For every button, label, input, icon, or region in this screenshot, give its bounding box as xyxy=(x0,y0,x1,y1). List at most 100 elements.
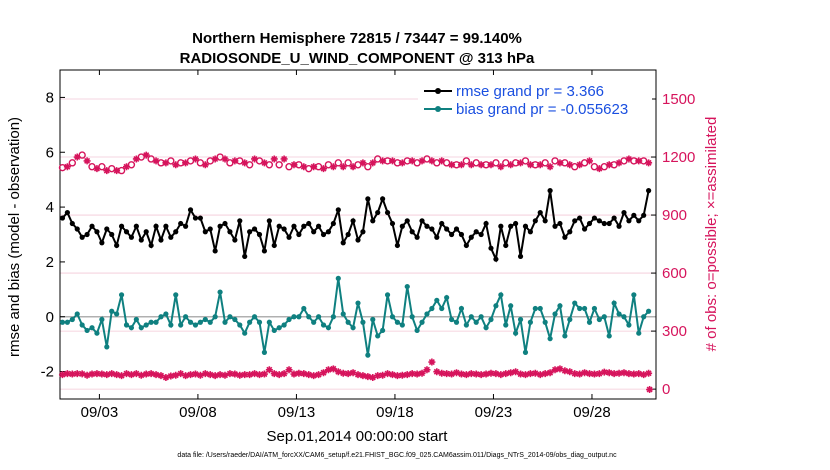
obs-possible-point xyxy=(231,157,239,165)
obs-assimilated-point xyxy=(216,371,224,379)
bias-point xyxy=(168,322,174,328)
obs-assimilated-point xyxy=(324,366,332,374)
rmse-point xyxy=(114,242,120,249)
bias-point xyxy=(222,319,228,325)
obs-assimilated-point xyxy=(98,370,106,378)
bias-point xyxy=(237,322,243,328)
bias-point xyxy=(271,327,277,334)
x-tick-label-5: 09/28 xyxy=(573,404,611,421)
rmse-point xyxy=(478,231,484,238)
rmse-point xyxy=(89,223,95,229)
rmse-point xyxy=(508,223,514,229)
bias-point xyxy=(158,314,164,320)
rmse-point xyxy=(123,229,130,235)
rmse-point xyxy=(601,220,607,227)
bias-point xyxy=(207,319,213,325)
rmse-point xyxy=(291,223,297,229)
rmse-point xyxy=(444,226,450,232)
bias-point xyxy=(128,325,135,331)
obs-assimilated-point xyxy=(364,373,372,381)
bias-point xyxy=(114,311,120,317)
obs-possible-point xyxy=(576,161,584,169)
bias-point xyxy=(517,316,524,323)
bias-point xyxy=(306,314,312,320)
bias-point xyxy=(429,305,435,312)
bias-point xyxy=(513,330,519,336)
obs-assimilated-point xyxy=(448,370,456,378)
bias-point xyxy=(286,316,292,323)
rmse-point xyxy=(163,223,169,229)
bias-point xyxy=(375,333,381,339)
bias-point xyxy=(601,314,607,320)
y-axis-label: rmse and bias (model - observation) xyxy=(6,117,23,357)
rmse-point xyxy=(439,220,445,227)
obs-possible-point xyxy=(103,167,111,175)
bias-point xyxy=(542,319,548,325)
obs-possible-point xyxy=(625,155,633,163)
bias-point xyxy=(493,303,499,309)
rmse-point xyxy=(217,223,223,229)
obs-assimilated-point xyxy=(482,370,490,378)
rmse-point xyxy=(621,209,627,216)
rmse-point xyxy=(109,231,115,238)
bias-point xyxy=(483,325,489,331)
rmse-point xyxy=(552,223,558,229)
obs-assimilated-point xyxy=(646,386,654,394)
rmse-point xyxy=(424,223,430,229)
bias-point xyxy=(79,322,85,328)
x-tick-label-2: 09/13 xyxy=(278,404,316,421)
bias-point xyxy=(522,349,529,355)
rmse-point xyxy=(581,226,588,232)
obs-assimilated-point xyxy=(453,369,461,377)
obs-assimilated-point xyxy=(63,370,71,378)
bias-point xyxy=(84,327,90,334)
obs-assimilated-point xyxy=(443,370,451,378)
obs-possible-point xyxy=(122,163,130,171)
rmse-point xyxy=(606,220,612,227)
obs-assimilated-point xyxy=(246,371,254,379)
obs-assimilated-point xyxy=(206,371,214,379)
y-tick-label-right-0: 0 xyxy=(662,381,670,398)
obs-assimilated-point xyxy=(108,370,116,378)
obs-assimilated-point xyxy=(541,370,549,378)
bias-point xyxy=(581,305,588,312)
rmse-point xyxy=(202,229,208,235)
bias-point xyxy=(463,322,469,328)
rmse-point xyxy=(626,218,632,224)
rmse-point xyxy=(232,237,238,243)
obs-assimilated-point xyxy=(645,369,653,377)
obs-assimilated-point xyxy=(191,370,199,378)
obs-assimilated-point xyxy=(157,372,165,380)
obs-assimilated-point xyxy=(68,370,76,378)
obs-possible-point xyxy=(310,163,318,171)
obs-possible-point xyxy=(536,161,544,169)
bias-point xyxy=(247,319,253,325)
obs-assimilated-point xyxy=(83,371,91,379)
obs-assimilated-point xyxy=(315,371,323,379)
bias-point xyxy=(251,314,258,320)
bias-point xyxy=(325,325,332,331)
rmse-point xyxy=(261,248,268,254)
obs-possible-point xyxy=(349,163,357,171)
rmse-point xyxy=(596,218,602,224)
rmse-point xyxy=(350,218,356,224)
obs-assimilated-point xyxy=(536,371,544,379)
obs-assimilated-point xyxy=(226,370,234,378)
y-tick-label-right-1: 300 xyxy=(662,323,687,340)
legend-marker-1 xyxy=(435,106,441,112)
obs-assimilated-point xyxy=(388,371,396,379)
rmse-point xyxy=(192,215,199,221)
bias-point xyxy=(488,316,494,323)
obs-assimilated-point xyxy=(620,369,628,377)
rmse-point xyxy=(320,231,327,238)
rmse-point xyxy=(138,237,144,243)
obs-possible-point xyxy=(201,161,209,169)
rmse-point xyxy=(513,220,519,227)
bias-point xyxy=(118,292,125,298)
bias-point xyxy=(217,289,223,295)
obs-possible-point xyxy=(117,166,126,175)
rmse-point xyxy=(340,240,346,246)
x-tick-label-0: 09/03 xyxy=(81,404,119,421)
bias-point xyxy=(148,319,154,325)
